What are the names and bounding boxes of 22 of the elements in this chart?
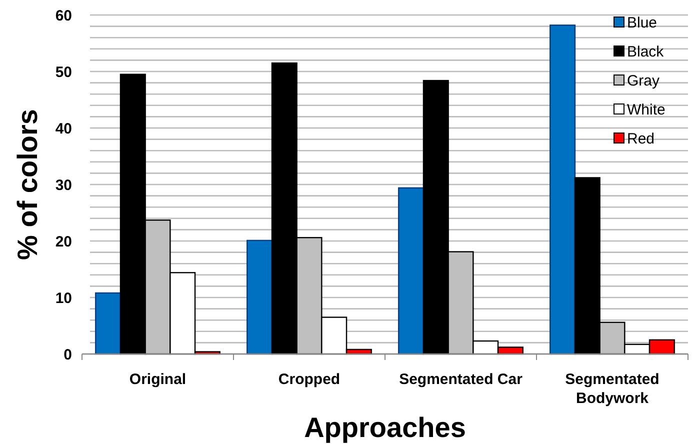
legend-label: White (627, 101, 666, 118)
legend-label: Red (627, 130, 655, 148)
y-tick-label: 40 (55, 120, 72, 138)
x-tick-label: Segmentated Bodywork (565, 371, 660, 407)
legend-label: Gray (627, 72, 660, 90)
x-tick-label: Segmentated Car (399, 371, 523, 388)
y-tick-label: 10 (55, 290, 72, 307)
y-tick-label: 50 (55, 64, 72, 81)
y-tick-label: 60 (55, 7, 72, 24)
bar (550, 24, 576, 355)
legend-label: Blue (627, 14, 658, 32)
bar (95, 292, 122, 355)
x-tick-label: Original (129, 371, 186, 388)
y-tick-label: 30 (55, 176, 72, 194)
bar (246, 240, 273, 355)
bar (398, 187, 424, 355)
y-tick-label: 20 (55, 233, 72, 250)
y-axis-title: % of colors (12, 109, 43, 260)
legend-label: Black (627, 43, 664, 60)
x-axis-title: Approaches (304, 412, 466, 443)
x-tick-label: Cropped (278, 371, 340, 388)
y-tick-label: 0 (64, 346, 72, 364)
